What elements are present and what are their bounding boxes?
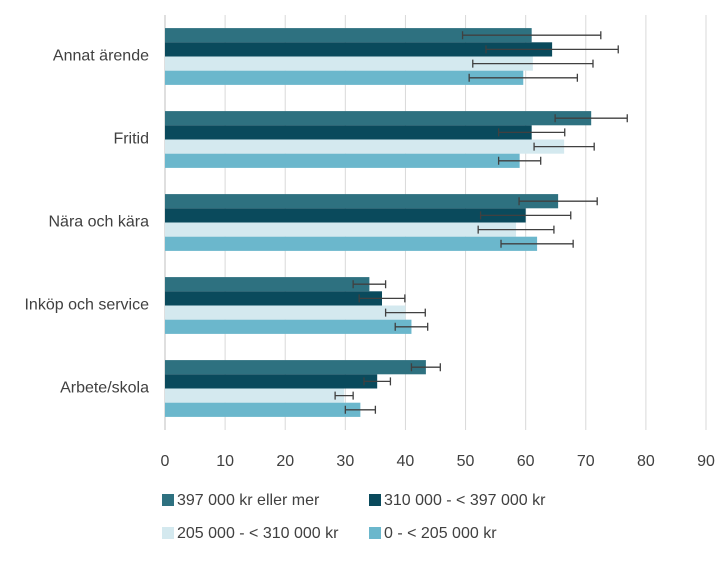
y-tick-label: Inköp och service bbox=[24, 297, 149, 314]
legend-label: 310 000 - < 397 000 kr bbox=[384, 492, 546, 509]
bar bbox=[165, 153, 520, 168]
bar bbox=[165, 236, 538, 251]
error-bar bbox=[334, 391, 354, 400]
bar bbox=[165, 222, 517, 237]
x-tick-label: 70 bbox=[577, 453, 595, 470]
error-bar bbox=[352, 280, 387, 289]
bar bbox=[165, 277, 370, 292]
legend-swatch bbox=[369, 527, 381, 539]
error-bar bbox=[363, 377, 392, 386]
x-tick-label: 50 bbox=[457, 453, 475, 470]
error-bar bbox=[344, 405, 377, 414]
error-bar bbox=[518, 197, 598, 206]
error-bar bbox=[554, 114, 628, 123]
error-bar bbox=[410, 363, 441, 372]
error-bar bbox=[497, 156, 542, 165]
bar bbox=[165, 28, 532, 43]
bar bbox=[165, 139, 565, 154]
error-bar bbox=[533, 142, 595, 151]
y-tick-label: Nära och kära bbox=[49, 214, 150, 231]
bar bbox=[165, 388, 345, 403]
legend-swatch bbox=[162, 527, 174, 539]
bar bbox=[165, 42, 553, 57]
bar bbox=[165, 111, 592, 126]
error-bar bbox=[485, 45, 619, 54]
x-tick-label: 40 bbox=[397, 453, 415, 470]
legend-label: 0 - < 205 000 kr bbox=[384, 525, 497, 542]
legend-label: 397 000 kr eller mer bbox=[177, 492, 320, 509]
bar bbox=[165, 374, 378, 389]
error-bar bbox=[500, 239, 574, 248]
x-tick-label: 90 bbox=[697, 453, 715, 470]
error-bar bbox=[394, 322, 429, 331]
bar bbox=[165, 125, 532, 140]
x-tick-label: 30 bbox=[336, 453, 354, 470]
x-tick-label: 20 bbox=[276, 453, 294, 470]
error-bar bbox=[477, 225, 555, 234]
x-tick-label: 10 bbox=[216, 453, 234, 470]
legend-swatch bbox=[162, 494, 174, 506]
bar bbox=[165, 402, 361, 417]
y-tick-label: Arbete/skola bbox=[60, 380, 149, 397]
bar bbox=[165, 319, 412, 334]
error-bar bbox=[358, 294, 406, 303]
bar bbox=[165, 305, 406, 320]
x-tick-label: 0 bbox=[161, 453, 170, 470]
x-tick-label: 60 bbox=[517, 453, 535, 470]
bar bbox=[165, 194, 559, 209]
x-tick-label: 80 bbox=[637, 453, 655, 470]
error-bar bbox=[461, 31, 602, 40]
bar bbox=[165, 56, 533, 71]
y-tick-label: Annat ärende bbox=[53, 48, 149, 65]
bar bbox=[165, 70, 524, 85]
bar bbox=[165, 208, 526, 223]
legend-label: 205 000 - < 310 000 kr bbox=[177, 525, 339, 542]
bar bbox=[165, 360, 426, 375]
error-bar bbox=[497, 128, 566, 137]
error-bar bbox=[479, 211, 572, 220]
error-bar bbox=[468, 73, 579, 82]
legend-swatch bbox=[369, 494, 381, 506]
y-tick-label: Fritid bbox=[113, 131, 149, 148]
bar bbox=[165, 291, 383, 306]
error-bar bbox=[384, 308, 426, 317]
error-bar bbox=[472, 59, 594, 68]
